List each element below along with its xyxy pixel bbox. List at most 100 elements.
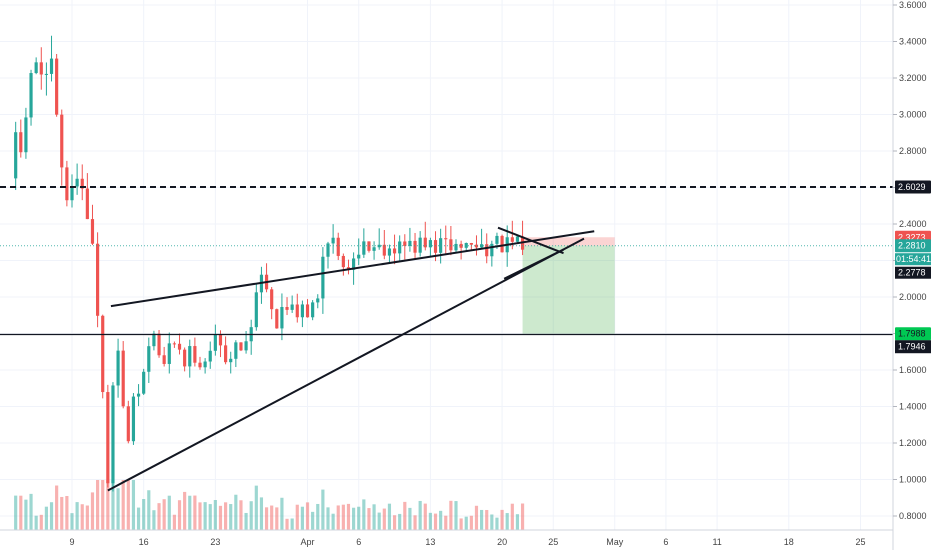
candle-body <box>377 244 381 248</box>
candle <box>29 69 33 126</box>
candle <box>290 295 294 313</box>
candle <box>167 332 171 374</box>
volume-bar <box>203 502 207 530</box>
candle-body <box>485 244 489 257</box>
candle-body <box>239 342 243 351</box>
current-price-badge: 2.2810 <box>895 239 931 253</box>
candle-body <box>305 304 310 318</box>
candle <box>377 228 381 250</box>
price-tick-label: 0.8000 <box>899 511 927 521</box>
volume-bar <box>367 508 371 530</box>
candle-body <box>162 355 166 364</box>
support-level-badge-text: 1.7946 <box>898 342 926 352</box>
candle <box>357 238 361 266</box>
candle-body <box>224 345 228 363</box>
volume-bar <box>398 513 402 530</box>
target-price-badge-text: 1.7988 <box>898 329 926 339</box>
time-tick-label: 6 <box>356 537 361 547</box>
volume-bar <box>142 499 146 530</box>
candle <box>116 338 120 398</box>
volume-bar <box>382 508 386 530</box>
candle <box>362 228 366 258</box>
stop-loss-zone[interactable] <box>522 237 615 246</box>
short-position-tool[interactable] <box>522 237 615 334</box>
candle-body <box>14 132 18 179</box>
volume-bar <box>75 502 79 530</box>
candle-body <box>131 396 136 442</box>
candle <box>75 163 79 195</box>
candle <box>300 300 304 328</box>
candle-body <box>413 240 417 253</box>
volume-bar <box>418 500 422 530</box>
trendlines[interactable] <box>107 226 595 492</box>
time-axis[interactable]: 9 16 23 Apr 6 13 20 25 May 6 11 18 25 <box>0 529 893 547</box>
take-profit-zone[interactable] <box>522 245 615 334</box>
triangle-bottom-trendline[interactable] <box>503 248 564 280</box>
volume-bar <box>224 502 228 530</box>
candle-body <box>116 350 120 386</box>
volume-bar <box>295 504 299 530</box>
candle <box>24 107 28 159</box>
price-tick-label: 3.6000 <box>899 0 927 10</box>
volume-bar <box>167 495 171 530</box>
candle <box>80 164 84 201</box>
candle <box>372 241 376 260</box>
target-price-badge-bg <box>895 327 931 341</box>
candle-body <box>362 241 366 255</box>
candle <box>305 299 310 318</box>
candle <box>147 337 151 384</box>
current-price-badge-text: 2.2810 <box>898 241 926 251</box>
time-tick-label: 16 <box>139 537 149 547</box>
volume-bar <box>14 495 18 530</box>
candle-body <box>280 307 284 329</box>
horizontal-levels[interactable] <box>0 185 893 336</box>
candle-body <box>352 258 356 270</box>
candle <box>449 226 453 256</box>
candle-body <box>480 244 484 248</box>
candle <box>403 234 407 260</box>
countdown-badge: 01:54:41 <box>895 253 931 266</box>
candle <box>14 121 18 191</box>
candle <box>229 351 233 374</box>
volume-bar <box>469 515 473 530</box>
volume-bar <box>500 509 504 530</box>
volume-bar <box>311 511 315 530</box>
upper-wedge-trendline[interactable] <box>110 230 595 308</box>
candle-body <box>341 255 345 268</box>
candle <box>44 62 48 96</box>
candle-body <box>449 239 453 251</box>
dashed-level-badge: 2.6029 <box>895 180 931 194</box>
candle <box>208 341 212 369</box>
candle-body <box>290 304 294 310</box>
candle-body <box>403 241 407 246</box>
candle <box>392 234 397 265</box>
time-tick-label: 13 <box>425 537 435 547</box>
candle-body <box>433 240 438 253</box>
candle-body <box>24 117 28 153</box>
volume-bar <box>49 502 54 530</box>
candle-body <box>234 342 238 359</box>
volume-bar <box>336 505 340 530</box>
volume-bar <box>275 507 279 530</box>
candle-body <box>418 237 422 253</box>
time-tick-label: 25 <box>855 537 865 547</box>
candle-body <box>65 167 69 201</box>
candle-body <box>275 309 279 329</box>
candle-body <box>193 346 197 363</box>
triangle-top-trendline[interactable] <box>497 226 564 255</box>
candle <box>162 346 166 367</box>
candle-body <box>147 346 151 372</box>
volume-bar <box>459 518 463 530</box>
volume-bar <box>249 501 253 530</box>
volume-bar <box>162 499 166 530</box>
candle <box>34 57 38 75</box>
candle-body <box>382 244 386 256</box>
volume-bar <box>439 510 443 530</box>
countdown-text: 01:54:41 <box>896 254 931 264</box>
candle-body <box>80 178 84 189</box>
candle-body <box>372 247 376 251</box>
lower-wedge-trendline[interactable] <box>107 237 585 492</box>
candle <box>55 53 59 117</box>
